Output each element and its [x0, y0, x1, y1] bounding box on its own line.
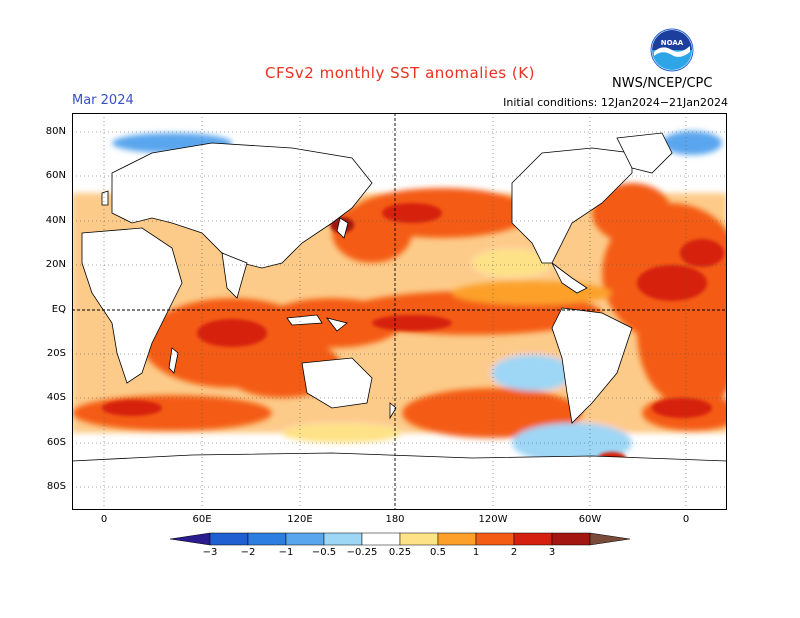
colorbar-swatch	[361, 532, 401, 546]
colorbar	[170, 532, 630, 546]
svg-text:NOAA: NOAA	[661, 39, 684, 47]
lon-label: 60W	[578, 514, 602, 525]
central-america	[551, 262, 588, 294]
colorbar-swatch	[475, 532, 515, 546]
lat-label: 60S	[46, 437, 66, 448]
uk	[101, 190, 109, 206]
colorbar-swatch	[551, 532, 591, 546]
colorbar-tick-label: 3	[548, 547, 556, 558]
colorbar-swatch	[323, 532, 363, 546]
colorbar-tick-label: −3	[202, 547, 218, 558]
lon-label: 180	[385, 514, 405, 525]
colorbar-tick-label: 0.25	[388, 547, 412, 558]
antarctica	[72, 452, 727, 510]
colorbar-tick-label: 0.5	[430, 547, 446, 558]
colorbar-high-end	[589, 532, 630, 546]
lat-label: EQ	[51, 304, 66, 315]
initial-conditions: Initial conditions: 12Jan2024−21Jan2024	[503, 96, 728, 109]
colorbar-tick-label: −2	[240, 547, 256, 558]
strong-anomalies	[102, 203, 724, 464]
sst-anomaly-map	[72, 113, 727, 510]
madagascar	[168, 347, 179, 374]
map-title: CFSv2 monthly SST anomalies (K)	[265, 64, 535, 82]
lon-label: 120W	[478, 514, 508, 525]
lat-label: 20N	[45, 259, 66, 270]
colorbar-swatch	[285, 532, 325, 546]
colorbar-swatch	[437, 532, 477, 546]
lat-label: 60N	[45, 170, 66, 181]
continents	[72, 132, 727, 510]
africa	[81, 227, 183, 384]
south-america	[551, 307, 633, 424]
north-america	[511, 147, 633, 264]
lon-label: 0	[682, 514, 690, 525]
colorbar-swatch	[399, 532, 439, 546]
greenland	[616, 132, 673, 174]
lat-label: 80S	[46, 481, 66, 492]
colorbar-swatch	[513, 532, 553, 546]
colorbar-low-end	[170, 532, 211, 546]
eurasia	[111, 142, 373, 269]
indonesia	[286, 314, 323, 326]
lat-label: 40S	[46, 392, 66, 403]
lat-label: 40N	[45, 215, 66, 226]
india	[221, 252, 248, 299]
agency-label: NWS/NCEP/CPC	[612, 76, 713, 91]
new-zealand	[389, 402, 397, 420]
lon-label: 0	[100, 514, 108, 525]
lat-label: 20S	[46, 348, 66, 359]
noaa-logo-icon: NOAA	[650, 28, 694, 72]
colorbar-tick-label: 2	[510, 547, 518, 558]
colorbar-tick-label: −0.25	[346, 547, 378, 558]
forecast-month: Mar 2024	[72, 93, 134, 108]
australia	[301, 357, 373, 409]
reference-lines	[72, 113, 727, 510]
colorbar-swatch	[209, 532, 249, 546]
colorbar-tick-label: 1	[472, 547, 480, 558]
colorbar-tick-label: −1	[278, 547, 294, 558]
colorbar-tick-label: −0.5	[311, 547, 337, 558]
lon-label: 60E	[192, 514, 212, 525]
colorbar-swatch	[247, 532, 287, 546]
lat-label: 80N	[45, 126, 66, 137]
japan	[336, 217, 349, 239]
lon-label: 120E	[287, 514, 313, 525]
